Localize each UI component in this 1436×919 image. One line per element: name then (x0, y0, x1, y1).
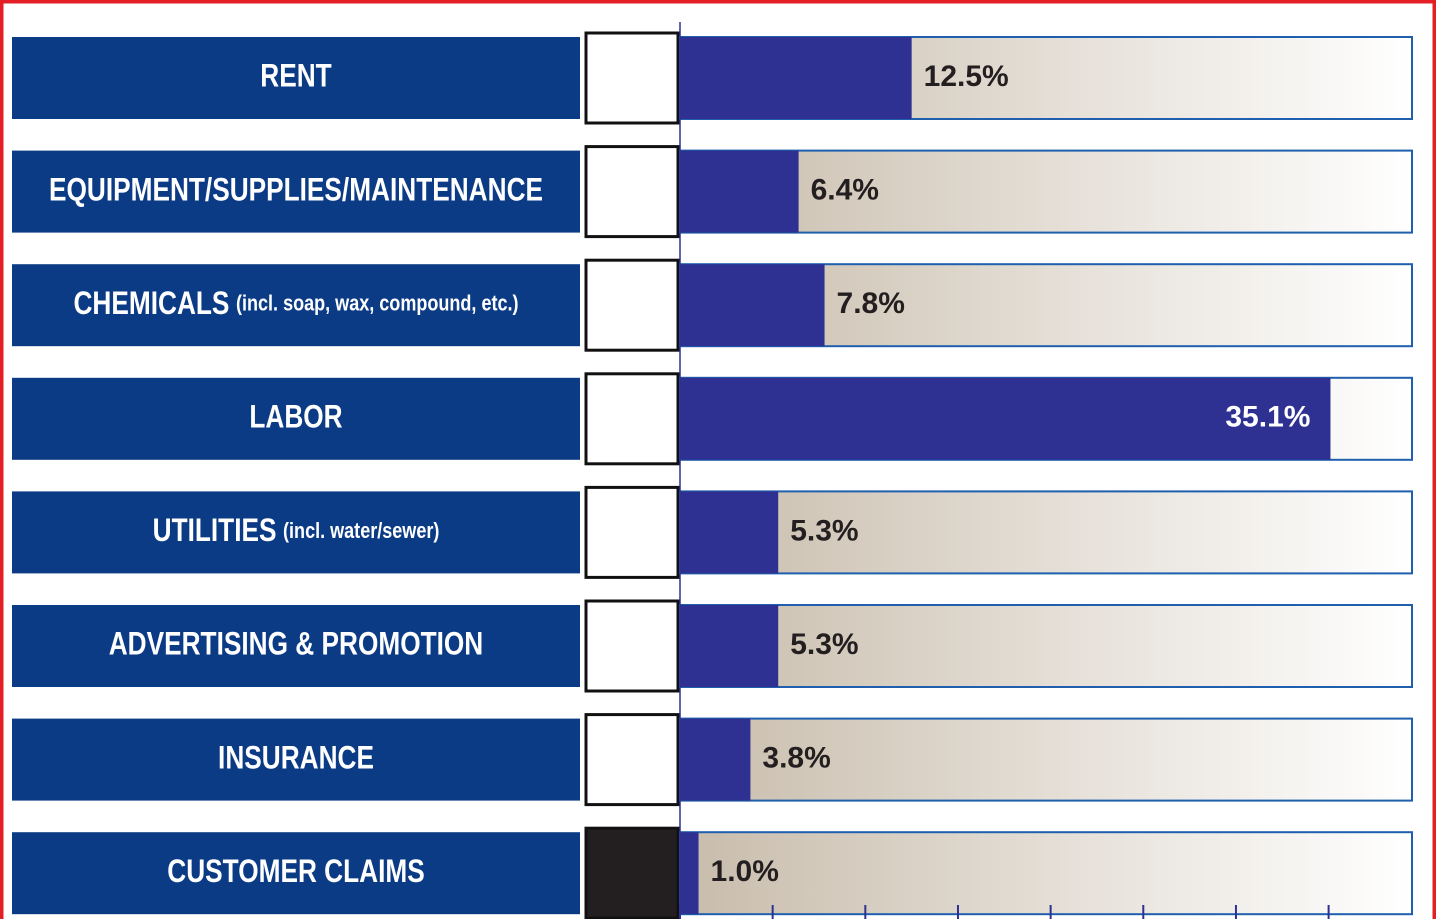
category-box (12, 491, 580, 574)
bar (680, 264, 825, 347)
category-label: INSURANCE (218, 741, 374, 776)
icon-box (584, 485, 680, 579)
category-label-group: UTILITIES (incl. water/sewer) (153, 514, 440, 549)
category-label: LABOR (249, 400, 342, 435)
category-label: EQUIPMENT/SUPPLIES/MAINTENANCE (49, 173, 543, 208)
category-label: RENT (260, 59, 332, 94)
bar-track (679, 490, 1413, 575)
icon-box (584, 31, 680, 125)
category-label-group: CHEMICALS (incl. soap, wax, compound, etc… (73, 286, 518, 321)
bar (680, 491, 779, 574)
value-label: 5.3% (790, 514, 858, 547)
value-label: 35.1% (1225, 401, 1310, 434)
bar (680, 150, 799, 233)
category-box (12, 150, 580, 233)
category-name: INSURANCE (218, 741, 374, 776)
category-label: CHEMICALS (incl. soap, wax, compound, etc… (73, 286, 518, 321)
bar (680, 605, 779, 687)
value-label: 5.3% (790, 628, 858, 661)
category-name: UTILITIES (153, 514, 277, 549)
category-name: RENT (260, 59, 332, 94)
category-label-group: EQUIPMENT/SUPPLIES/MAINTENANCE (49, 173, 543, 208)
category-box (12, 605, 580, 687)
bar (680, 832, 699, 915)
icon-box (584, 599, 680, 693)
icon-box (584, 372, 680, 466)
value-label: 1.0% (711, 855, 779, 888)
icon-box (584, 713, 680, 807)
category-label: CUSTOMER CLAIMS (167, 854, 424, 889)
category-note: (incl. soap, wax, compound, etc.) (236, 292, 519, 316)
category-box (12, 37, 580, 119)
category-label-group: RENT (260, 59, 332, 94)
category-name: LABOR (249, 400, 342, 435)
category-box (12, 264, 580, 347)
category-label-group: ADVERTISING & PROMOTION (109, 627, 484, 662)
category-note: (incl. water/sewer) (283, 520, 439, 544)
bar (680, 377, 1331, 460)
category-label-group: CUSTOMER CLAIMS (167, 854, 424, 889)
category-label: UTILITIES (incl. water/sewer) (153, 514, 440, 549)
category-name: CHEMICALS (73, 286, 229, 321)
value-label: 12.5% (924, 60, 1009, 93)
category-name: CUSTOMER CLAIMS (167, 854, 424, 889)
category-box (12, 377, 580, 460)
bar-track (679, 831, 1413, 916)
bar-track (679, 717, 1413, 802)
icon-box (584, 258, 680, 352)
category-box (12, 718, 580, 801)
bar (680, 718, 751, 801)
bar-track (679, 149, 1413, 234)
value-label: 7.8% (837, 287, 905, 320)
icon-box (584, 145, 680, 239)
category-name: EQUIPMENT/SUPPLIES/MAINTENANCE (49, 173, 543, 208)
category-label: ADVERTISING & PROMOTION (109, 627, 484, 662)
category-box (12, 832, 580, 915)
icon-box (584, 826, 680, 919)
category-name: ADVERTISING & PROMOTION (109, 627, 484, 662)
category-label-group: INSURANCE (218, 741, 374, 776)
bar (680, 37, 912, 119)
value-label: 6.4% (811, 174, 879, 207)
value-label: 3.8% (762, 742, 830, 775)
category-label-group: LABOR (249, 400, 342, 435)
